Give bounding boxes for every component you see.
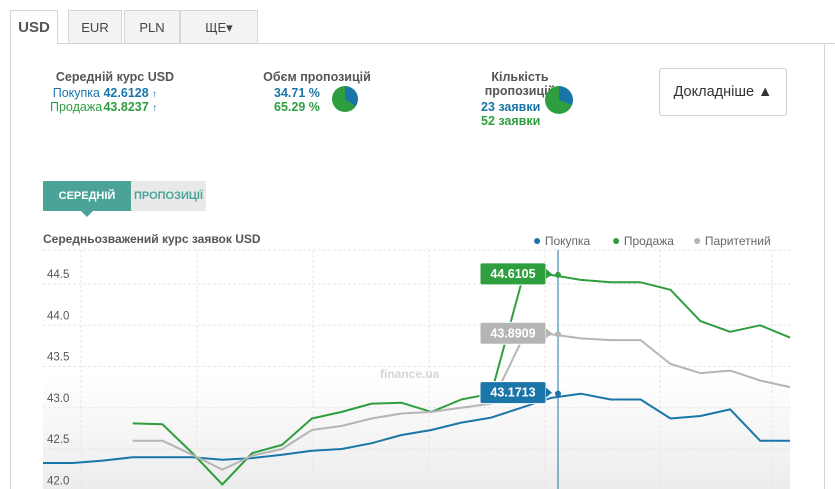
volume-block: Обєм пропозицій 34.71 % 65.29 % [262,70,372,114]
series-line [132,333,791,471]
legend-buy-label: Покупка [544,234,591,248]
data-point [555,390,561,397]
arrow-up-icon: ↑ [152,103,158,114]
y-tick-label: 43.5 [47,352,69,364]
value-label: 44.6105 [490,267,535,281]
value-label: 43.8909 [490,326,535,340]
volume-buy-pct: 34.71 % [274,86,320,100]
y-tick-label: 44.5 [47,269,69,281]
value-label: 43.1713 [490,386,535,400]
tab-usd[interactable]: USD [10,10,58,44]
chart-title: Середньозважений курс заявок USD [43,232,261,246]
count-pie-icon [545,86,573,114]
dot-icon: ● [693,232,702,248]
count-buy: 23 заявки [481,100,541,114]
y-tick-label: 44.0 [47,310,69,322]
count-block: Кількість пропозицій 23 заявки 52 заявки [455,70,585,128]
value-label-pointer [546,387,552,398]
avg-rate-block: Середній курс USD Покупка 42.6128 ↑ Прод… [50,70,180,114]
avg-rate-title: Середній курс USD [55,70,175,84]
arrow-up-icon: ↑ [152,89,158,100]
tab-more[interactable]: ЩЕ▾ [180,10,258,43]
details-button[interactable]: Докладніше ▲ [659,68,787,116]
series-line [132,273,791,486]
legend-parity-label: Паритетний [704,234,771,248]
legend-sell[interactable]: ● Продажа [612,232,674,248]
currency-tabs: USD EUR PLN ЩЕ▾ [10,10,835,44]
volume-title: Обєм пропозицій [263,70,371,84]
watermark: finance.ua [380,367,440,381]
volume-sell-pct: 65.29 % [274,100,320,114]
content-panel [10,44,825,489]
value-label-pointer [546,268,552,279]
dot-icon: ● [533,232,542,248]
avg-buy-value: 42.6128 [103,86,149,100]
legend-buy[interactable]: ● Покупка [533,232,590,248]
tab-average-rate[interactable]: СЕРЕДНІЙ КУРС [43,181,131,232]
legend-sell-label: Продажа [623,234,674,248]
legend-parity[interactable]: ● Паритетний [693,232,771,248]
count-title: Кількість пропозицій [484,70,556,98]
tabs-baseline [58,43,835,44]
y-tick-label: 42.0 [47,475,69,487]
tab-offers[interactable]: ПРОПОЗИЦІЇ [131,181,206,211]
tab-eur[interactable]: EUR [68,10,122,43]
avg-sell-value: 43.8237 [103,100,149,114]
avg-buy-label: Покупка [52,86,100,100]
tab-pln[interactable]: PLN [124,10,180,43]
data-point [555,271,561,278]
avg-sell-label: Продажа [50,100,103,114]
count-sell: 52 заявки [481,114,541,128]
volume-pie-icon [332,86,358,112]
data-point [555,331,561,338]
dot-icon: ● [612,232,621,248]
value-label-pointer [546,328,552,339]
y-tick-label: 42.5 [47,434,69,446]
series-line [43,392,790,464]
y-tick-label: 43.0 [47,393,69,405]
